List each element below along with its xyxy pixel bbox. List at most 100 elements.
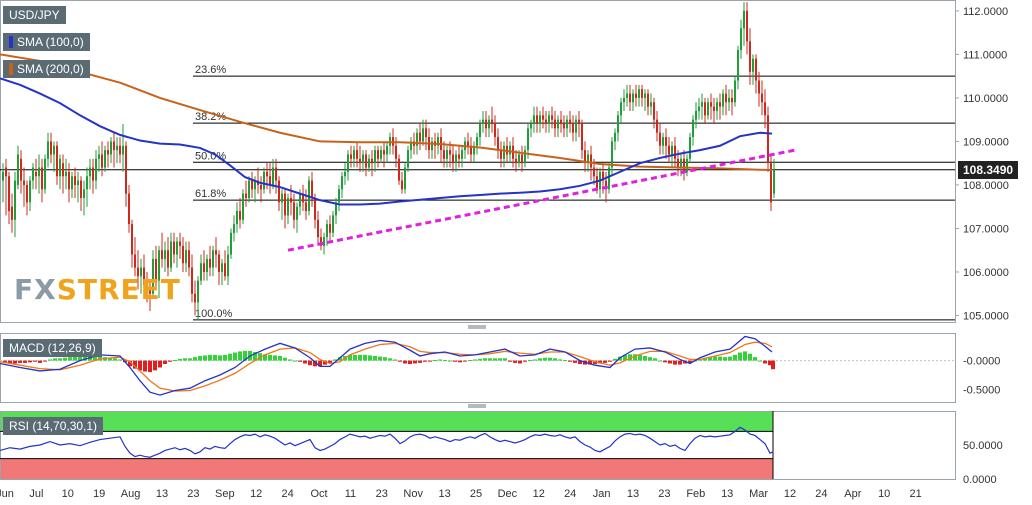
candle-body [350, 154, 352, 159]
candle-body [407, 150, 409, 168]
candle [92, 158, 94, 194]
candle [410, 137, 412, 159]
macd-histogram-bar [83, 356, 87, 361]
candle [545, 110, 547, 133]
time-axis-label: 24 [281, 488, 293, 500]
candle [587, 150, 589, 172]
candle-body [497, 137, 499, 151]
macd-histogram-bar [358, 354, 362, 361]
candle [689, 132, 691, 164]
macd-histogram-bar [573, 360, 577, 363]
candle-body [290, 197, 292, 203]
candle-body [596, 176, 598, 190]
candle [104, 145, 106, 172]
time-axis-label: Apr [844, 488, 861, 500]
candle-body [761, 93, 763, 103]
candle-body [521, 154, 523, 164]
candle [38, 154, 40, 194]
time-axis-label: Aug [121, 488, 141, 500]
price-axis-label: 109.0000 [963, 136, 1009, 148]
candle [221, 258, 223, 286]
macd-histogram-bar [548, 357, 552, 361]
candle-body [443, 150, 445, 159]
candle [200, 254, 202, 286]
candle [404, 163, 406, 194]
price-axis-label: 106.0000 [963, 267, 1009, 279]
macd-histogram-bar [413, 360, 417, 364]
macd-histogram-bar [108, 357, 112, 361]
candle-body [287, 197, 289, 216]
candle-body [563, 124, 565, 129]
candle [701, 93, 703, 120]
macd-histogram-bar [663, 360, 667, 363]
candle [731, 89, 733, 116]
candle [566, 115, 568, 138]
macd-histogram-bar [688, 360, 692, 363]
candle-body [605, 180, 607, 190]
candle [401, 171, 403, 194]
candle [536, 106, 538, 133]
price-axis-label: 105.0000 [963, 310, 1009, 322]
candle [584, 141, 586, 172]
price-axis-label: 111.0000 [963, 49, 1007, 61]
candle-body [683, 158, 685, 172]
candle [155, 245, 157, 290]
candle [236, 202, 238, 233]
candle [488, 115, 490, 138]
candle-body [473, 145, 475, 155]
macd-histogram-bar [128, 360, 132, 367]
candle-body [89, 167, 91, 177]
rsi-label[interactable]: RSI (14,70,30,1) [3, 417, 104, 435]
candle-body [122, 145, 124, 155]
candle-body [398, 158, 400, 181]
candle [140, 258, 142, 294]
macd-histogram-bar [33, 360, 37, 362]
macd-histogram-bar [453, 360, 457, 362]
time-axis-label: Jul [29, 488, 43, 500]
candle [95, 150, 97, 190]
candle [674, 137, 676, 168]
price-axis-label: 110.0000 [963, 93, 1008, 105]
macd-histogram-bar [588, 360, 592, 365]
candle [356, 141, 358, 168]
sma100-label[interactable]: SMA (100,0) [3, 33, 90, 51]
macd-histogram-bar [263, 354, 267, 361]
macd-histogram-bar [153, 360, 157, 371]
sma200-label[interactable]: SMA (200,0) [3, 60, 90, 78]
candle-body [458, 154, 460, 159]
candle-body [455, 154, 457, 164]
candle [2, 163, 4, 203]
candle [326, 219, 328, 246]
candle-body [575, 119, 577, 133]
candle [119, 137, 121, 164]
candle [146, 271, 148, 303]
macd-histogram-bar [728, 356, 732, 361]
time-axis-label: 13 [438, 488, 450, 500]
candle [137, 250, 139, 290]
candle-body [368, 158, 370, 168]
candle [761, 80, 763, 116]
candle [554, 110, 556, 138]
candle [476, 132, 478, 155]
instrument-label[interactable]: USD/JPY [3, 6, 66, 24]
candle [755, 54, 757, 94]
macd-histogram-bar [368, 355, 372, 361]
macd-histogram-bar [623, 354, 627, 361]
candle [734, 76, 736, 107]
candle-body [2, 171, 4, 181]
candle-body [11, 206, 13, 220]
candle [101, 141, 103, 177]
candle-body [623, 97, 625, 103]
candle [461, 145, 463, 168]
candle-body [722, 93, 724, 107]
candle [482, 110, 484, 133]
macd-histogram-bar [243, 350, 247, 361]
candle-body [560, 119, 562, 125]
macd-label[interactable]: MACD (12,26,9) [3, 339, 102, 357]
candle [698, 97, 700, 120]
macd-histogram-bar [438, 359, 442, 361]
fibonacci-level-label: 61.8% [195, 188, 226, 200]
candle [86, 167, 88, 207]
candle [377, 145, 379, 168]
candle-body [383, 150, 385, 155]
